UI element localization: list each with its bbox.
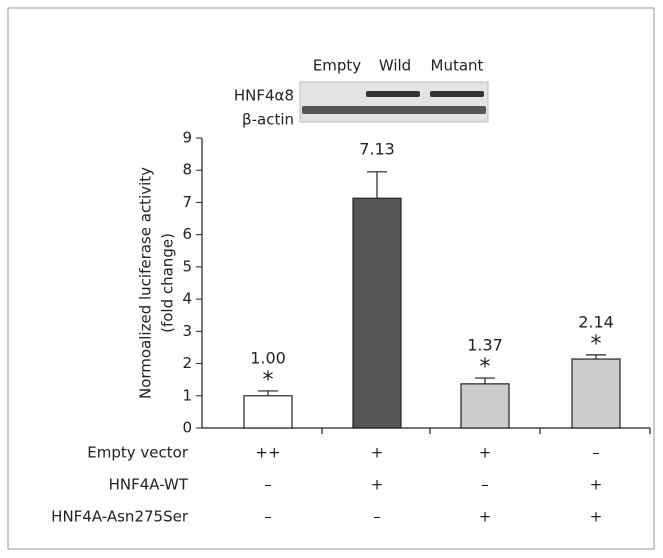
y-axis-label: (fold change) xyxy=(159,233,177,333)
y-tick-label: 7 xyxy=(182,193,192,211)
significance-marker: * xyxy=(591,332,602,357)
bar xyxy=(244,396,292,428)
condition-value: + xyxy=(479,444,492,462)
bar xyxy=(461,384,509,428)
condition-value: + xyxy=(479,508,492,526)
value-label: 2.14 xyxy=(578,312,614,331)
y-tick-label: 3 xyxy=(182,322,192,340)
blot-image xyxy=(300,82,488,122)
blot-lane-label: Wild xyxy=(379,57,411,75)
y-tick-label: 1 xyxy=(182,386,192,404)
y-tick-label: 0 xyxy=(182,419,192,437)
condition-value: – xyxy=(481,476,489,494)
y-tick-label: 5 xyxy=(182,257,192,275)
condition-value: + xyxy=(590,508,603,526)
value-label: 7.13 xyxy=(359,139,395,158)
condition-value: – xyxy=(373,508,381,526)
blot-lane-label: Mutant xyxy=(431,57,484,75)
significance-marker: * xyxy=(480,355,491,380)
condition-value: – xyxy=(592,444,600,462)
blot-row-label: β-actin xyxy=(242,111,294,129)
condition-value: + xyxy=(371,476,384,494)
y-tick-label: 6 xyxy=(182,225,192,243)
condition-label: Empty vector xyxy=(87,444,189,462)
y-tick-label: 8 xyxy=(182,161,192,179)
bar xyxy=(572,359,620,428)
value-label: 1.37 xyxy=(467,336,503,355)
condition-value: + xyxy=(371,444,384,462)
condition-value: – xyxy=(264,476,272,494)
blot-row-label: HNF4α8 xyxy=(234,87,294,105)
blot-lane-label: Empty xyxy=(313,57,361,75)
value-label: 1.00 xyxy=(250,348,286,367)
condition-value: – xyxy=(264,508,272,526)
condition-value: ++ xyxy=(255,444,280,462)
condition-value: + xyxy=(590,476,603,494)
bar xyxy=(353,198,401,428)
y-tick-label: 4 xyxy=(182,290,192,308)
condition-label: HNF4A-Asn275Ser xyxy=(51,508,189,526)
y-tick-label: 2 xyxy=(182,354,192,372)
condition-label: HNF4A-WT xyxy=(109,476,189,494)
y-tick-label: 9 xyxy=(182,129,192,147)
chart: 0 1 2 3 4 5 6 7 8 9 Normoalized luciferase activit… xyxy=(0,0,663,558)
significance-marker: * xyxy=(263,368,274,393)
y-axis-label: Normoalized luciferase activity xyxy=(137,167,155,399)
